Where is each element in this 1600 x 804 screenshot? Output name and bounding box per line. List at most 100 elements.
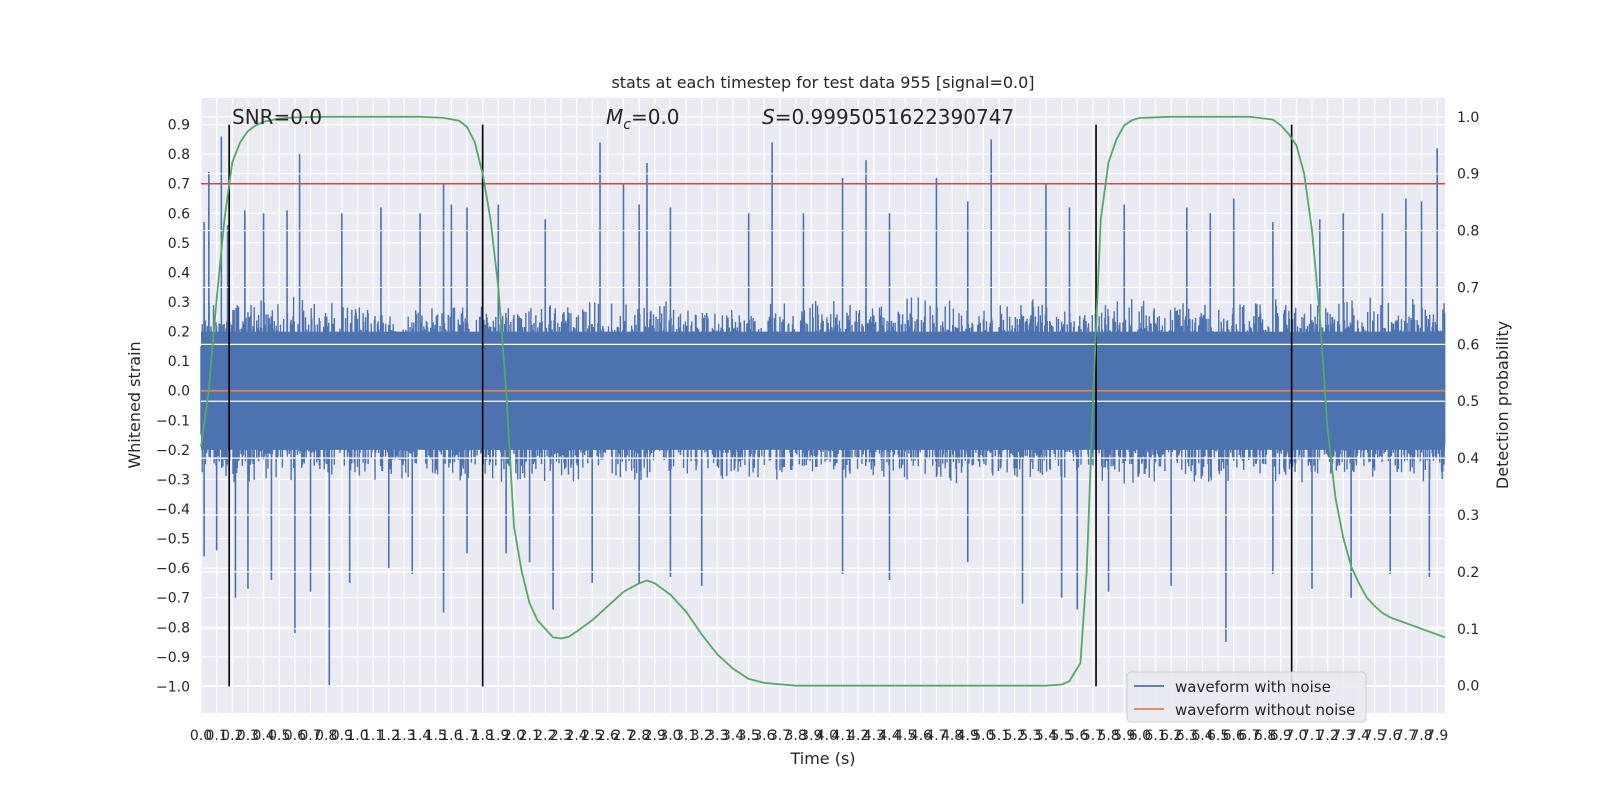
- x-tick-label: 1.1: [362, 728, 384, 744]
- x-tick-label: 7.7: [1395, 728, 1417, 744]
- x-tick-label: 6.1: [1144, 728, 1166, 744]
- x-tick-label: 2.1: [518, 728, 540, 744]
- y-axis-label-left: Whitened strain: [125, 341, 144, 468]
- x-tick-label: 7.8: [1410, 728, 1432, 744]
- x-tick-label: 0.2: [221, 728, 243, 744]
- x-tick-label: 2.9: [644, 728, 666, 744]
- x-tick-label: 6.0: [1129, 728, 1151, 744]
- x-tick-label: 5.4: [1035, 728, 1057, 744]
- s-annotation: S=0.9995051622390747: [762, 105, 1014, 129]
- x-tick-label: 2.3: [550, 728, 572, 744]
- x-tick-label: 6.3: [1176, 728, 1198, 744]
- x-tick-label: 3.8: [784, 728, 806, 744]
- legend-box: [1126, 671, 1367, 723]
- mc-symbol: M: [606, 105, 623, 129]
- vertical-markers: [228, 124, 1293, 687]
- x-tick-label: 0.6: [284, 728, 306, 744]
- spike-path: [203, 133, 1438, 687]
- x-tick-label: 4.4: [878, 728, 900, 744]
- x-tick-label: 3.4: [722, 728, 744, 744]
- mc-value: =0.0: [631, 105, 680, 129]
- x-tick-label: 4.6: [910, 728, 932, 744]
- x-tick-label: 2.5: [581, 728, 603, 744]
- x-tick-label: 3.1: [675, 728, 697, 744]
- x-tick-label: 2.4: [565, 728, 587, 744]
- y-tick-label-left: 0.0: [168, 384, 190, 400]
- x-tick-label: 5.2: [1004, 728, 1026, 744]
- y-tick-label-right: 0.8: [1457, 224, 1479, 240]
- x-tick-label: 7.3: [1332, 728, 1354, 744]
- x-tick-label: 5.6: [1066, 728, 1088, 744]
- x-tick-label: 7.6: [1379, 728, 1401, 744]
- y-tick-labels-right: 1.0 0.9 0.8 0.7 0.6 0.5 0.4 0.3 0.2 0.1 0.0: [1457, 110, 1479, 695]
- y-tick-label-left: 0.8: [168, 147, 190, 163]
- x-tick-label: 4.8: [941, 728, 963, 744]
- x-tick-label: 1.7: [456, 728, 478, 744]
- y-tick-label-left: −0.2: [156, 443, 190, 459]
- x-tick-label: 4.2: [847, 728, 869, 744]
- y-tick-label-left: −0.1: [156, 413, 190, 429]
- x-tick-label: 1.0: [346, 728, 368, 744]
- x-tick-label: 0.5: [268, 728, 290, 744]
- x-tick-label: 5.7: [1082, 728, 1104, 744]
- x-tick-label: 7.2: [1317, 728, 1339, 744]
- snr-annotation: SNR=0.0: [232, 105, 322, 129]
- x-tick-label: 3.7: [769, 728, 791, 744]
- x-tick-label: 5.1: [988, 728, 1010, 744]
- x-tick-label: 7.4: [1348, 728, 1370, 744]
- x-tick-label: 4.7: [925, 728, 947, 744]
- x-tick-labels: 0.00.10.20.30.40.50.60.70.80.91.01.11.21…: [190, 728, 1448, 744]
- x-tick-label: 4.0: [816, 728, 838, 744]
- x-tick-label: 6.8: [1254, 728, 1276, 744]
- y-tick-label-right: 0.9: [1457, 167, 1479, 183]
- y-tick-label-right: 0.2: [1457, 565, 1479, 581]
- y-tick-label-left: 0.2: [168, 325, 190, 341]
- x-tick-label: 6.4: [1191, 728, 1213, 744]
- x-tick-label: 1.5: [425, 728, 447, 744]
- y-tick-label-left: 0.9: [168, 118, 190, 134]
- x-tick-label: 6.2: [1160, 728, 1182, 744]
- x-tick-label: 1.3: [393, 728, 415, 744]
- x-tick-label: 1.9: [487, 728, 509, 744]
- y-tick-label-left: −0.8: [156, 620, 190, 636]
- x-tick-label: 6.5: [1207, 728, 1229, 744]
- x-tick-label: 7.5: [1363, 728, 1385, 744]
- x-tick-label: 3.5: [738, 728, 760, 744]
- y-tick-label-left: 0.3: [168, 295, 190, 311]
- x-tick-label: 1.2: [378, 728, 400, 744]
- mc-annotation: Mc=0.0: [606, 105, 680, 133]
- x-tick-label: 7.0: [1285, 728, 1307, 744]
- x-tick-label: 3.6: [753, 728, 775, 744]
- x-tick-label: 7.9: [1426, 728, 1448, 744]
- y-tick-label-left: 0.7: [168, 177, 190, 193]
- y-tick-label-right: 0.3: [1457, 508, 1479, 524]
- legend: waveform with noise waveform without noi…: [1126, 671, 1367, 723]
- x-tick-label: 2.7: [612, 728, 634, 744]
- detection-probability-line: [200, 115, 1446, 687]
- x-tick-label: 0.9: [331, 728, 353, 744]
- y-tick-label-left: −0.4: [156, 502, 190, 518]
- y-tick-label-left: −0.9: [156, 650, 190, 666]
- x-tick-label: 3.9: [800, 728, 822, 744]
- waveform-spikes: [203, 133, 1438, 687]
- mc-subscript: c: [623, 117, 631, 133]
- y-tick-labels-left: 0.9 0.8 0.7 0.6 0.5 0.4 0.3 0.2 0.1 0.0 −0.1 −0.2 −0…: [156, 118, 190, 696]
- y-tick-label-left: 0.1: [168, 354, 190, 370]
- x-tick-label: 6.7: [1238, 728, 1260, 744]
- x-tick-label: 5.9: [1113, 728, 1135, 744]
- s-value: =0.9995051622390747: [775, 105, 1014, 129]
- y-tick-label-left: −0.5: [156, 532, 190, 548]
- x-tick-label: 5.8: [1097, 728, 1119, 744]
- y-tick-label-left: −0.6: [156, 561, 190, 577]
- x-tick-label: 7.1: [1301, 728, 1323, 744]
- x-tick-label: 5.5: [1050, 728, 1072, 744]
- x-tick-label: 0.8: [315, 728, 337, 744]
- y-tick-label-left: −0.3: [156, 472, 190, 488]
- y-tick-label-right: 0.0: [1457, 679, 1479, 695]
- legend-label-clean: waveform without noise: [1175, 701, 1355, 719]
- x-tick-label: 0.1: [206, 728, 228, 744]
- legend-label-noise: waveform with noise: [1175, 678, 1331, 696]
- y-tick-label-right: 1.0: [1457, 110, 1479, 126]
